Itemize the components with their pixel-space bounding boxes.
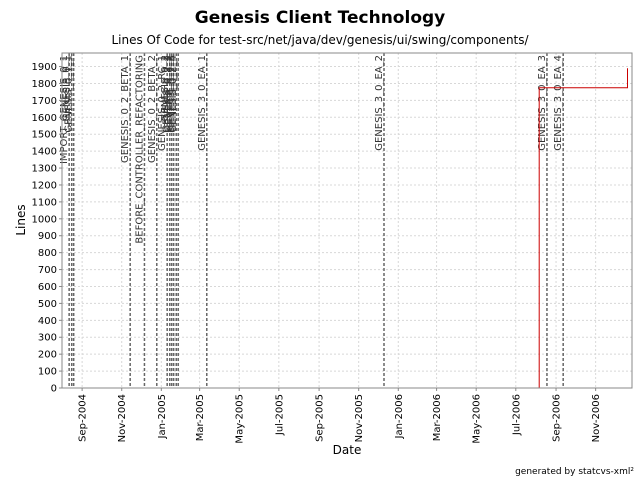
y-tick-label: 300 bbox=[38, 333, 57, 344]
y-tick-label: 1100 bbox=[32, 197, 57, 208]
y-tick-label: 200 bbox=[38, 350, 57, 361]
release-marker-label: GENESIS_0_1 bbox=[62, 55, 73, 121]
y-axis-ticks: 0 100 200 300 400 500 600 700 800 900 1000 1100 1200… bbox=[32, 62, 62, 395]
y-tick-label: 500 bbox=[38, 299, 57, 310]
x-tick-label: Jul-2006 bbox=[511, 394, 522, 436]
y-tick-label: 1500 bbox=[32, 130, 57, 141]
release-marker-label: GENESIS_0_2_3 bbox=[166, 55, 177, 133]
x-axis-ticks: Sep-2004 Nov-2004 Jan-2005 Mar-2005 May-2005… bbox=[78, 388, 602, 444]
y-tick-label: 700 bbox=[38, 265, 57, 276]
release-marker-label: GENESIS_0_2_BETA_1 bbox=[120, 55, 131, 163]
release-marker-label: GENESIS_0_2_BETA_2 bbox=[147, 55, 158, 163]
grid bbox=[62, 53, 632, 389]
x-tick-label: May-2005 bbox=[235, 394, 246, 444]
y-tick-label: 1000 bbox=[32, 214, 57, 225]
x-tick-label: Sep-2006 bbox=[552, 394, 563, 442]
x-tick-label: Nov-2004 bbox=[117, 394, 128, 442]
release-marker-label: GENESIS_0_2_1 bbox=[162, 55, 173, 133]
y-tick-label: 900 bbox=[38, 231, 57, 242]
y-tick-label: 1400 bbox=[32, 147, 57, 158]
y-tick-label: 600 bbox=[38, 282, 57, 293]
x-tick-label: Sep-2005 bbox=[315, 394, 326, 442]
x-tick-label: Jan-2006 bbox=[394, 394, 405, 439]
y-tick-label: 1200 bbox=[32, 180, 57, 191]
x-tick-label: May-2006 bbox=[472, 394, 483, 444]
release-marker-label: GENESIS_3_0_EA_1 bbox=[197, 55, 208, 151]
x-axis-label: Date bbox=[333, 443, 362, 457]
plot-area-frame bbox=[61, 52, 633, 389]
y-tick-label: 400 bbox=[38, 316, 57, 327]
y-tick-label: 1600 bbox=[32, 113, 57, 124]
release-marker-label: GENESIS_0_2_RC_1 bbox=[157, 55, 168, 151]
generator-credit: generated by statcvs-xml² bbox=[515, 467, 634, 477]
y-tick-label: 1700 bbox=[32, 96, 57, 107]
y-tick-label: 100 bbox=[38, 367, 57, 378]
x-tick-label: Mar-2005 bbox=[195, 394, 206, 441]
y-tick-label: 0 bbox=[51, 384, 57, 395]
release-marker-label: GENESIS_3_0_EA_3 bbox=[537, 55, 548, 151]
x-tick-label: Mar-2006 bbox=[432, 394, 443, 441]
release-marker-label: IMPORT_GENESIS_0_1 bbox=[59, 55, 70, 164]
y-tick-label: 800 bbox=[38, 248, 57, 259]
x-tick-label: Jul-2005 bbox=[274, 394, 285, 436]
release-marker-label: GENESIS_0_2_2 bbox=[164, 55, 175, 133]
x-tick-label: Nov-2006 bbox=[591, 394, 602, 442]
y-tick-label: 1900 bbox=[32, 62, 57, 73]
x-tick-label: Sep-2004 bbox=[78, 394, 89, 442]
x-tick-label: Nov-2005 bbox=[354, 394, 365, 442]
release-marker-label: GENESIS_0_1_1 bbox=[64, 55, 75, 133]
release-marker-label: GENESIS_3_0_EA_4 bbox=[553, 55, 564, 151]
release-markers: IMPORT_GENESIS_0_1GENESIS_0_1GENESIS_0_1… bbox=[59, 53, 564, 388]
y-tick-label: 1800 bbox=[32, 79, 57, 90]
chart-title: Genesis Client Technology bbox=[195, 8, 446, 28]
release-marker-label: GENESIS_3_0_EA_2 bbox=[374, 55, 385, 151]
release-marker-label: GENESIS_0_2 bbox=[160, 55, 171, 121]
y-tick-label: 1300 bbox=[32, 164, 57, 175]
release-marker-label: BEFORE_CONTROLLER_REFACTORING bbox=[134, 55, 145, 244]
release-marker-label: GENESIS_0_2_4 bbox=[168, 55, 179, 133]
chart-subtitle: Lines Of Code for test-src/net/java/dev/… bbox=[111, 33, 529, 47]
y-axis-label: Lines bbox=[14, 204, 28, 235]
x-tick-label: Jan-2005 bbox=[157, 394, 168, 439]
